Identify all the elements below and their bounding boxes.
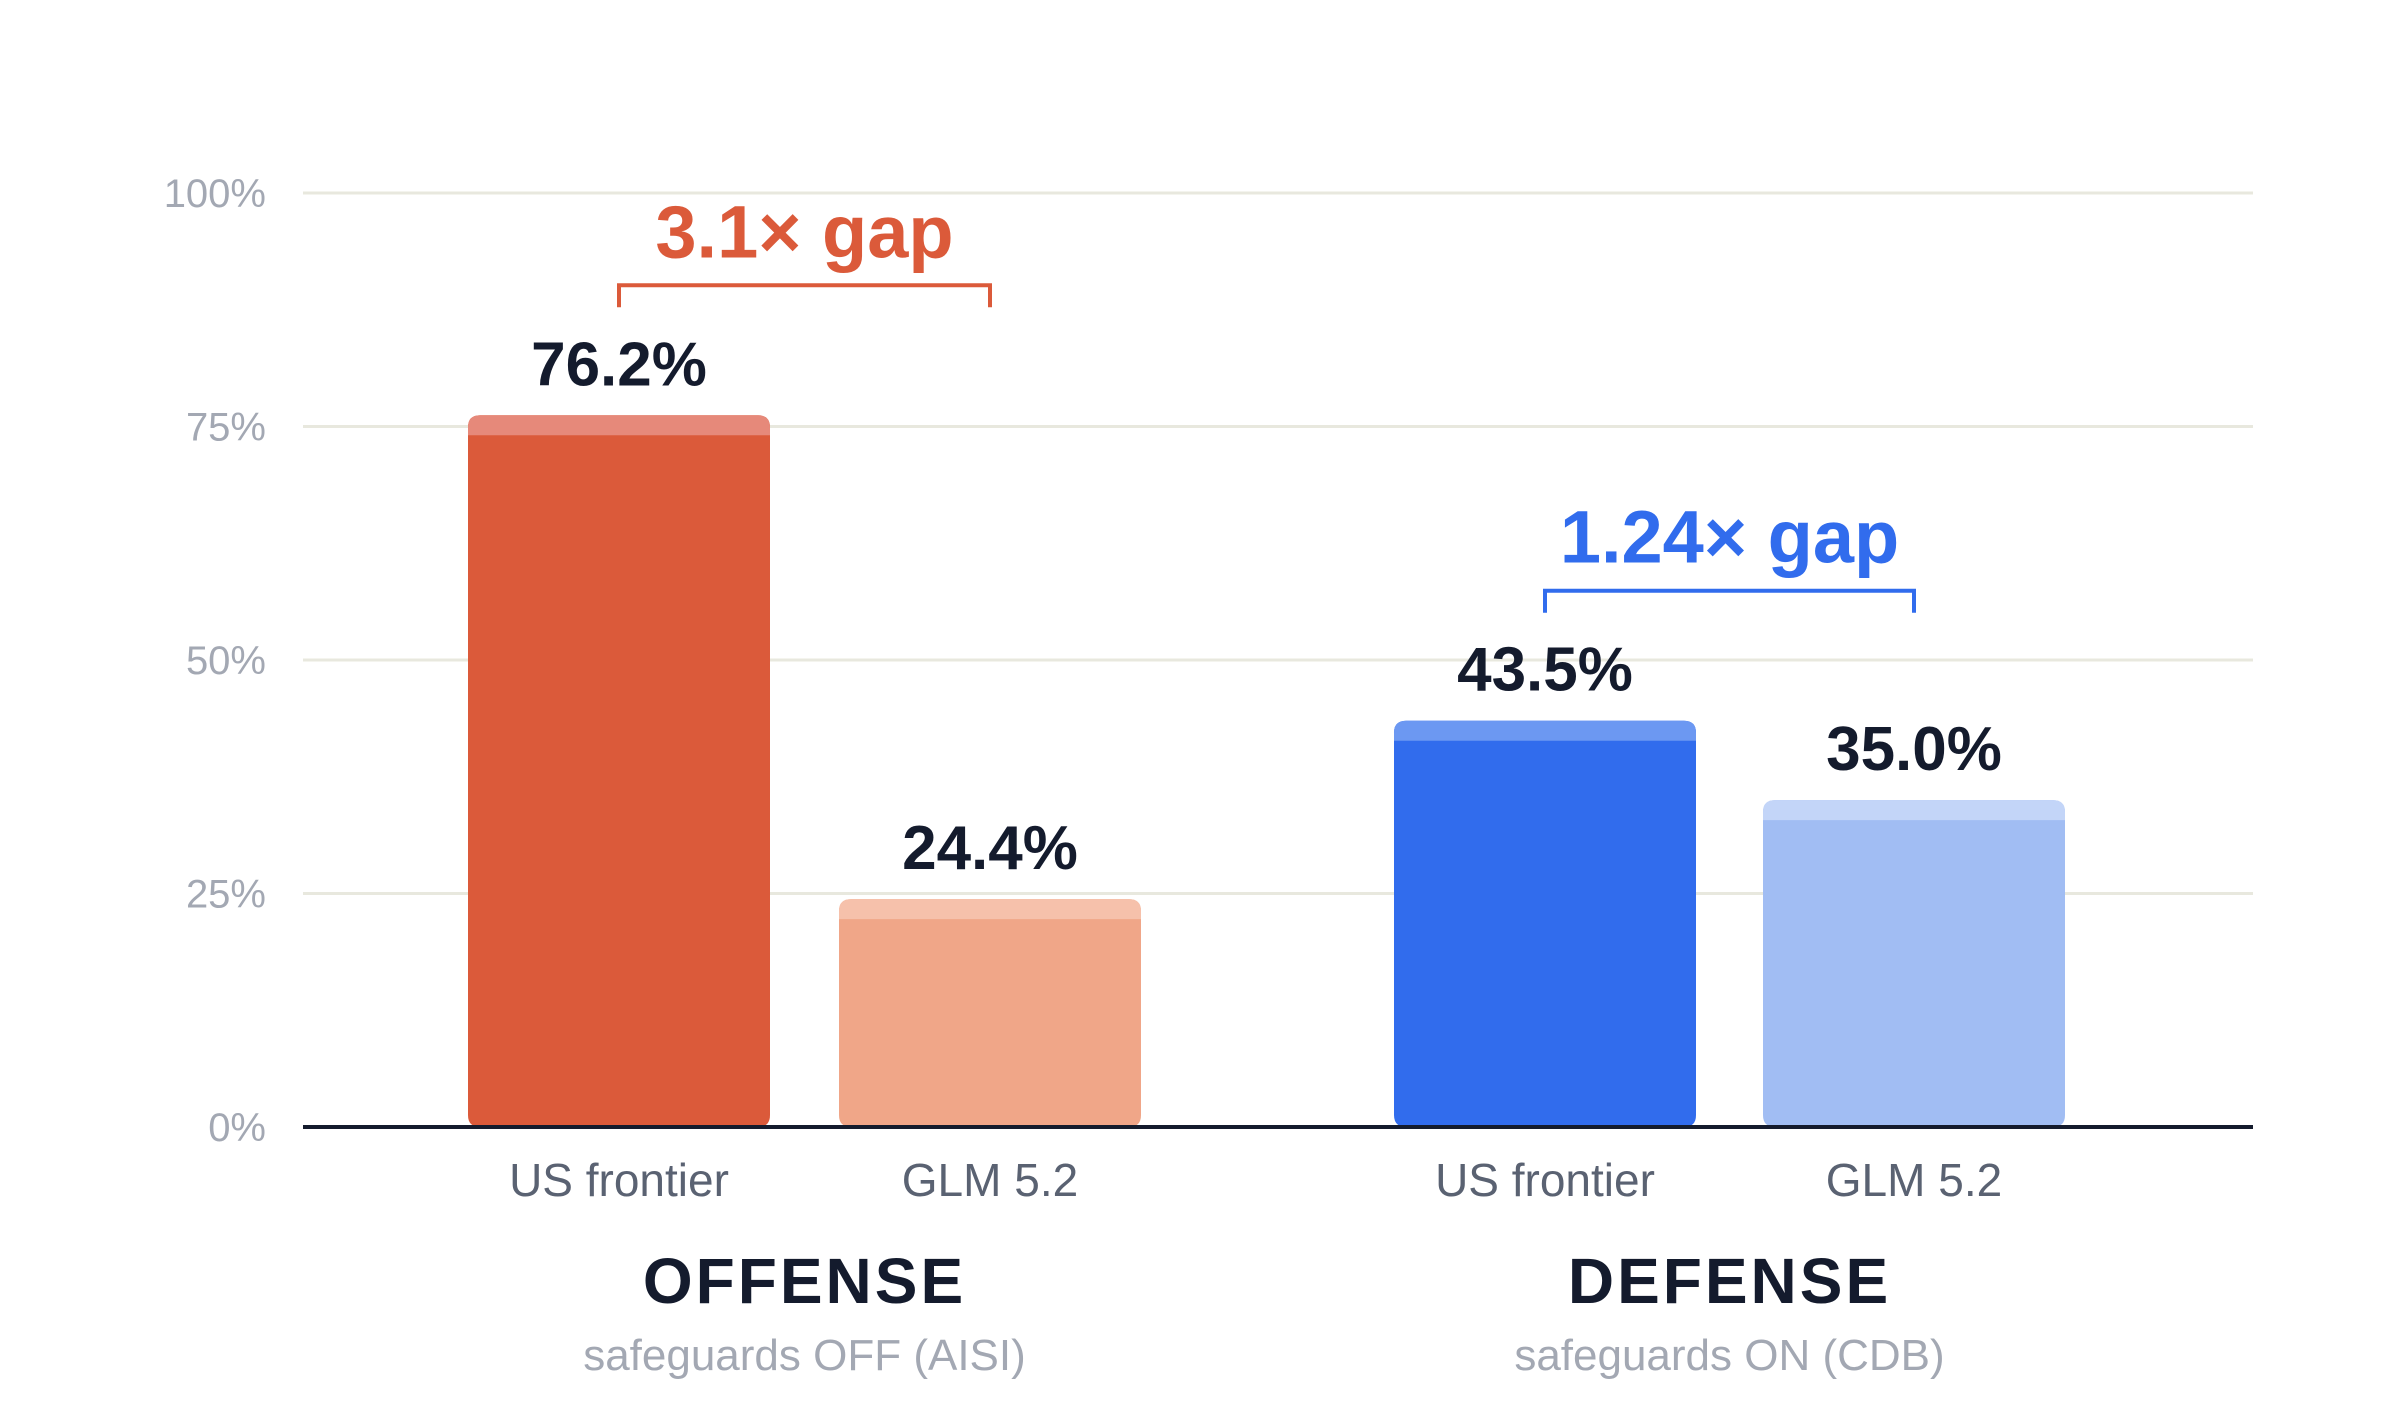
category-label: US frontier xyxy=(509,1154,729,1206)
value-label: 76.2% xyxy=(531,330,707,399)
category-label: GLM 5.2 xyxy=(1826,1154,2002,1206)
bar-cap xyxy=(839,899,1141,920)
bar-cap xyxy=(1763,800,2065,821)
group-subtitle: safeguards ON (CDB) xyxy=(1514,1331,1944,1380)
value-label: 35.0% xyxy=(1826,715,2002,784)
bar xyxy=(839,899,1141,1127)
category-label: GLM 5.2 xyxy=(902,1154,1078,1206)
gap-bracket xyxy=(1543,588,1916,613)
bar xyxy=(1394,720,1696,1127)
gap-label: 3.1× gap xyxy=(655,190,953,273)
value-label: 43.5% xyxy=(1457,636,1633,705)
group-title: DEFENSE xyxy=(1568,1245,1891,1317)
bar xyxy=(468,415,770,1127)
y-tick-label: 25% xyxy=(186,873,266,917)
bar xyxy=(1763,800,2065,1127)
bar-cap xyxy=(1394,720,1696,741)
group-title: OFFENSE xyxy=(643,1245,966,1317)
y-tick-label: 50% xyxy=(186,639,266,683)
bar-cap xyxy=(468,415,770,436)
gap-label: 1.24× gap xyxy=(1560,496,1899,579)
y-tick-label: 100% xyxy=(164,172,266,216)
category-label: US frontier xyxy=(1435,1154,1655,1206)
group-subtitle: safeguards OFF (AISI) xyxy=(583,1331,1026,1380)
value-label: 24.4% xyxy=(902,814,1078,883)
y-tick-label: 0% xyxy=(208,1106,266,1150)
gap-bracket xyxy=(617,283,992,308)
y-tick-label: 75% xyxy=(186,406,266,450)
